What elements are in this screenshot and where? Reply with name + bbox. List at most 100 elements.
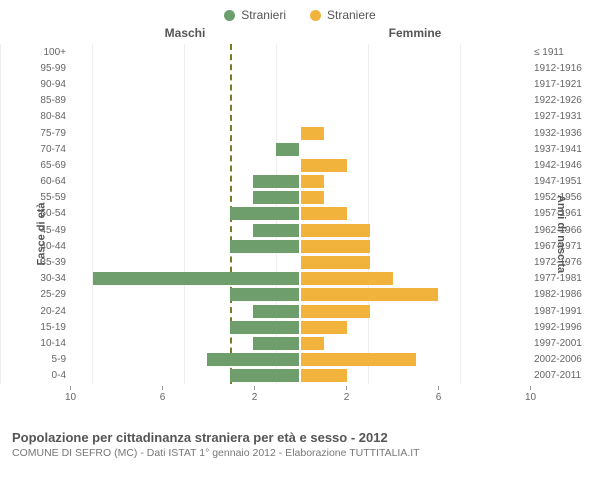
bar-male: [276, 143, 299, 156]
pyramid-row: 40-441967-1971: [70, 238, 530, 254]
pyramid-row: 10-141997-2001: [70, 335, 530, 351]
bar-male: [230, 321, 299, 334]
pyramid-row: 45-491962-1966: [70, 222, 530, 238]
column-headers: Maschi Femmine: [0, 26, 600, 44]
bar-male: [230, 207, 299, 220]
birth-year-label: 1917-1921: [534, 79, 592, 90]
legend-item-male: Stranieri: [224, 8, 286, 22]
birth-year-label: 1967-1971: [534, 241, 592, 252]
age-label: 65-69: [30, 160, 66, 171]
bar-female: [301, 288, 438, 301]
bar-female: [301, 240, 370, 253]
legend: Stranieri Straniere: [0, 0, 600, 26]
bar-female: [301, 207, 347, 220]
age-label: 20-24: [30, 306, 66, 317]
bar-female: [301, 272, 393, 285]
pyramid-row: 30-341977-1981: [70, 271, 530, 287]
pyramid-row: 85-891922-1926: [70, 93, 530, 109]
birth-year-label: 1977-1981: [534, 273, 592, 284]
birth-year-label: 1937-1941: [534, 144, 592, 155]
bar-female: [301, 369, 347, 382]
pyramid-row: 75-791932-1936: [70, 125, 530, 141]
pyramid-row: 35-391972-1976: [70, 254, 530, 270]
age-label: 30-34: [30, 273, 66, 284]
birth-year-label: 1942-1946: [534, 160, 592, 171]
bar-male: [230, 240, 299, 253]
bar-male: [253, 224, 299, 237]
bar-male: [253, 305, 299, 318]
bar-female: [301, 321, 347, 334]
pyramid-row: 90-941917-1921: [70, 76, 530, 92]
pyramid-row: 70-741937-1941: [70, 141, 530, 157]
pyramid-row: 100+≤ 1911: [70, 44, 530, 60]
age-label: 45-49: [30, 225, 66, 236]
age-label: 100+: [30, 47, 66, 58]
age-label: 80-84: [30, 111, 66, 122]
pyramid-row: 55-591952-1956: [70, 190, 530, 206]
pyramid-row: 20-241987-1991: [70, 303, 530, 319]
birth-year-label: 1947-1951: [534, 176, 592, 187]
x-axis: 1062 2610: [70, 388, 530, 420]
bar-male: [230, 288, 299, 301]
pyramid-row: 60-641947-1951: [70, 174, 530, 190]
age-label: 90-94: [30, 79, 66, 90]
gridline: [0, 44, 1, 384]
bar-female: [301, 175, 324, 188]
header-female: Femmine: [300, 26, 530, 40]
age-label: 15-19: [30, 322, 66, 333]
legend-swatch-female: [310, 10, 321, 21]
bar-female: [301, 191, 324, 204]
legend-label-female: Straniere: [327, 8, 376, 22]
age-label: 70-74: [30, 144, 66, 155]
bar-male: [253, 191, 299, 204]
birth-year-label: 1987-1991: [534, 306, 592, 317]
birth-year-label: 1982-1986: [534, 289, 592, 300]
bar-female: [301, 353, 416, 366]
pyramid-row: 65-691942-1946: [70, 157, 530, 173]
birth-year-label: 1952-1956: [534, 192, 592, 203]
age-label: 5-9: [30, 354, 66, 365]
pyramid-row: 25-291982-1986: [70, 287, 530, 303]
header-male: Maschi: [70, 26, 300, 40]
age-label: 35-39: [30, 257, 66, 268]
bar-female: [301, 305, 370, 318]
birth-year-label: 1992-1996: [534, 322, 592, 333]
legend-label-male: Stranieri: [241, 8, 286, 22]
age-label: 50-54: [30, 208, 66, 219]
birth-year-label: 2002-2006: [534, 354, 592, 365]
chart-title: Popolazione per cittadinanza straniera p…: [12, 430, 588, 445]
legend-item-female: Straniere: [310, 8, 376, 22]
bar-female: [301, 224, 370, 237]
birth-year-label: 1972-1976: [534, 257, 592, 268]
age-label: 95-99: [30, 63, 66, 74]
birth-year-label: ≤ 1911: [534, 47, 592, 58]
birth-year-label: 2007-2011: [534, 370, 592, 381]
age-label: 75-79: [30, 128, 66, 139]
bar-male: [207, 353, 299, 366]
pyramid-row: 50-541957-1961: [70, 206, 530, 222]
chart-subtitle: COMUNE DI SEFRO (MC) - Dati ISTAT 1° gen…: [12, 447, 588, 459]
pyramid-row: 15-191992-1996: [70, 319, 530, 335]
age-label: 85-89: [30, 95, 66, 106]
age-label: 55-59: [30, 192, 66, 203]
chart-rows: 100+≤ 191195-991912-191690-941917-192185…: [70, 44, 530, 384]
birth-year-label: 1962-1966: [534, 225, 592, 236]
pyramid-row: 80-841927-1931: [70, 109, 530, 125]
pyramid-row: 5-92002-2006: [70, 352, 530, 368]
bar-female: [301, 127, 324, 140]
bar-male: [93, 272, 299, 285]
birth-year-label: 1912-1916: [534, 63, 592, 74]
age-label: 40-44: [30, 241, 66, 252]
bar-female: [301, 256, 370, 269]
bar-female: [301, 337, 324, 350]
bar-male: [253, 175, 299, 188]
chart-area: Fasce di età Anni di nascita 100+≤ 19119…: [0, 44, 600, 424]
pyramid-row: 95-991912-1916: [70, 60, 530, 76]
birth-year-label: 1997-2001: [534, 338, 592, 349]
pyramid-row: 0-42007-2011: [70, 368, 530, 384]
bar-male: [253, 337, 299, 350]
age-label: 0-4: [30, 370, 66, 381]
age-label: 60-64: [30, 176, 66, 187]
age-label: 25-29: [30, 289, 66, 300]
bar-female: [301, 159, 347, 172]
